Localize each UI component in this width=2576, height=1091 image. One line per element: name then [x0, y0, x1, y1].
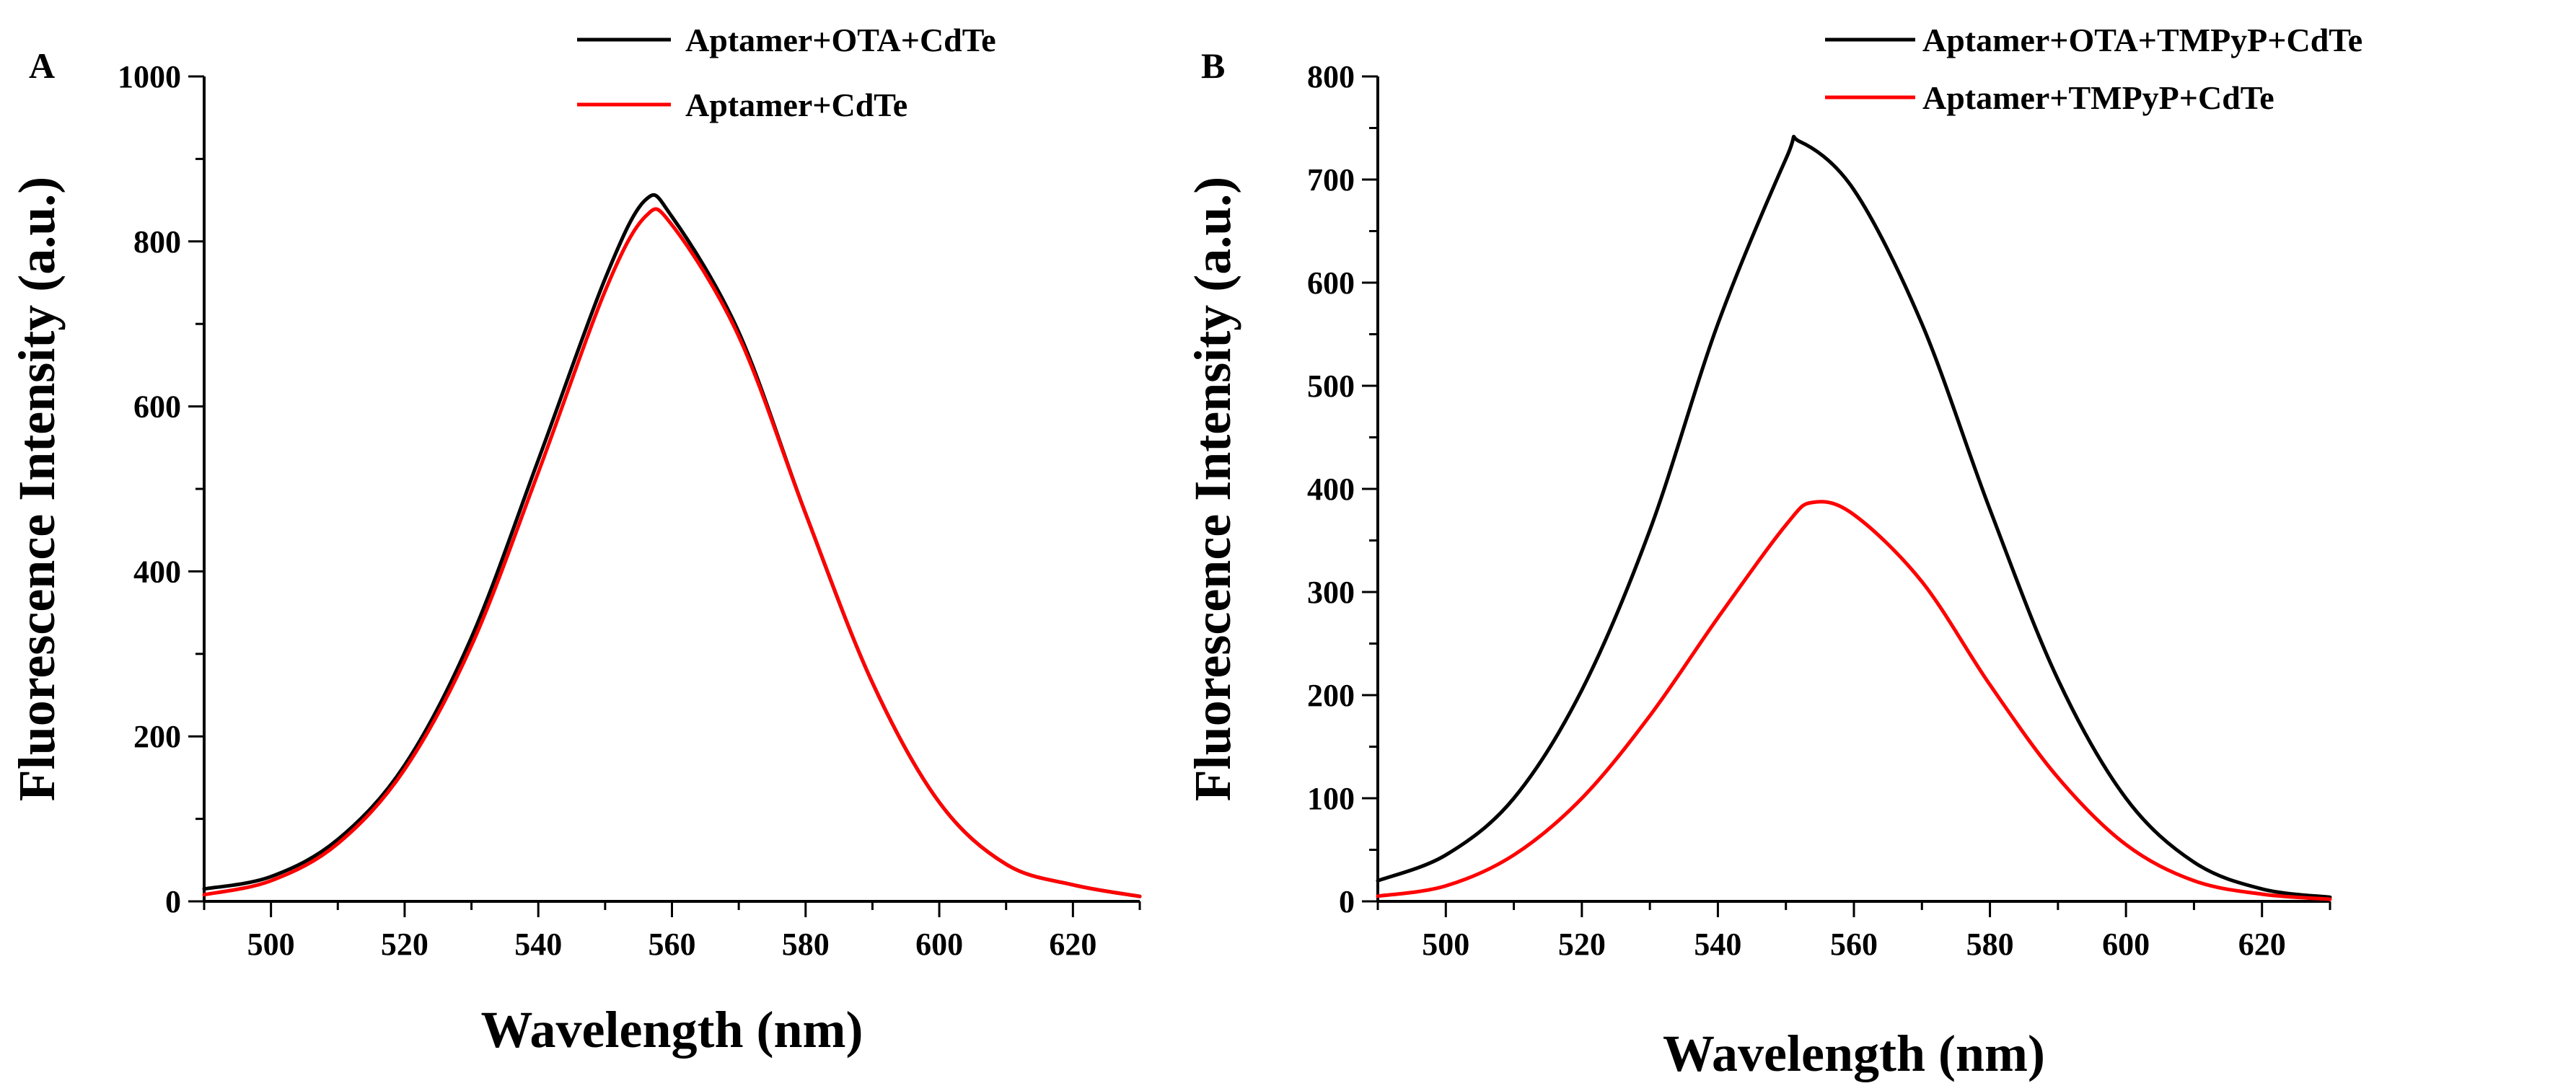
- y-tick-label: 800: [1307, 59, 1355, 94]
- x-tick-label: 600: [2102, 927, 2150, 962]
- x-tick-label: 540: [514, 927, 562, 962]
- x-tick-label: 520: [381, 927, 428, 962]
- y-tick-label: 0: [1339, 884, 1355, 919]
- y-tick-label: 600: [133, 389, 181, 425]
- x-tick-label: 500: [247, 927, 295, 962]
- panel-label: B: [1201, 45, 1225, 86]
- x-tick-label: 620: [1049, 927, 1096, 962]
- x-tick-label: 540: [1694, 927, 1741, 962]
- y-tick-label: 200: [1307, 678, 1355, 713]
- x-tick-label: 500: [1422, 927, 1469, 962]
- panel-b: B 500 520 540 560 580 600 620 0 100 200 300 400 500 60…: [1184, 22, 2362, 1082]
- series-line-2: [1376, 500, 2332, 901]
- legend-label: Aptamer+OTA+TMPyP+CdTe: [1922, 22, 2362, 58]
- y-axis-title: Fluorescence Intensity (a.u.): [1184, 177, 1241, 802]
- x-tick-label: 560: [1830, 927, 1878, 962]
- x-tick-label: 560: [649, 927, 696, 962]
- series-line-1: [1376, 134, 2332, 899]
- legend-label: Aptamer+CdTe: [685, 87, 907, 123]
- y-tick-label: 600: [1307, 265, 1355, 301]
- y-tick-label: 400: [1307, 472, 1355, 507]
- y-tick-label: 400: [133, 554, 181, 589]
- x-tick-label: 620: [2238, 927, 2286, 962]
- panel-a: A 500 520 540 560 580 600 620 0 200 400 600 800 1000 W…: [8, 22, 1142, 1059]
- x-axis-title: Wavelength (nm): [481, 1001, 863, 1059]
- y-tick-label: 0: [165, 884, 181, 919]
- y-axis-title: Fluorescence Intensity (a.u.): [8, 177, 66, 802]
- y-tick-label: 300: [1307, 575, 1355, 610]
- x-tick-label: 520: [1558, 927, 1606, 962]
- x-tick-label: 580: [1966, 927, 2014, 962]
- y-tick-label: 1000: [118, 59, 181, 94]
- y-tick-label: 800: [133, 224, 181, 260]
- panel-label: A: [29, 45, 55, 86]
- x-axis-title: Wavelength (nm): [1663, 1025, 2045, 1082]
- legend-label: Aptamer+OTA+CdTe: [685, 22, 996, 58]
- x-tick-label: 600: [915, 927, 963, 962]
- y-tick-label: 100: [1307, 781, 1355, 816]
- x-tick-label: 580: [782, 927, 830, 962]
- y-tick-label: 200: [133, 719, 181, 754]
- series-line-1: [202, 193, 1142, 898]
- y-tick-label: 700: [1307, 162, 1355, 198]
- legend-label: Aptamer+TMPyP+CdTe: [1922, 79, 2274, 116]
- y-tick-label: 500: [1307, 368, 1355, 404]
- series-line-2: [202, 207, 1142, 898]
